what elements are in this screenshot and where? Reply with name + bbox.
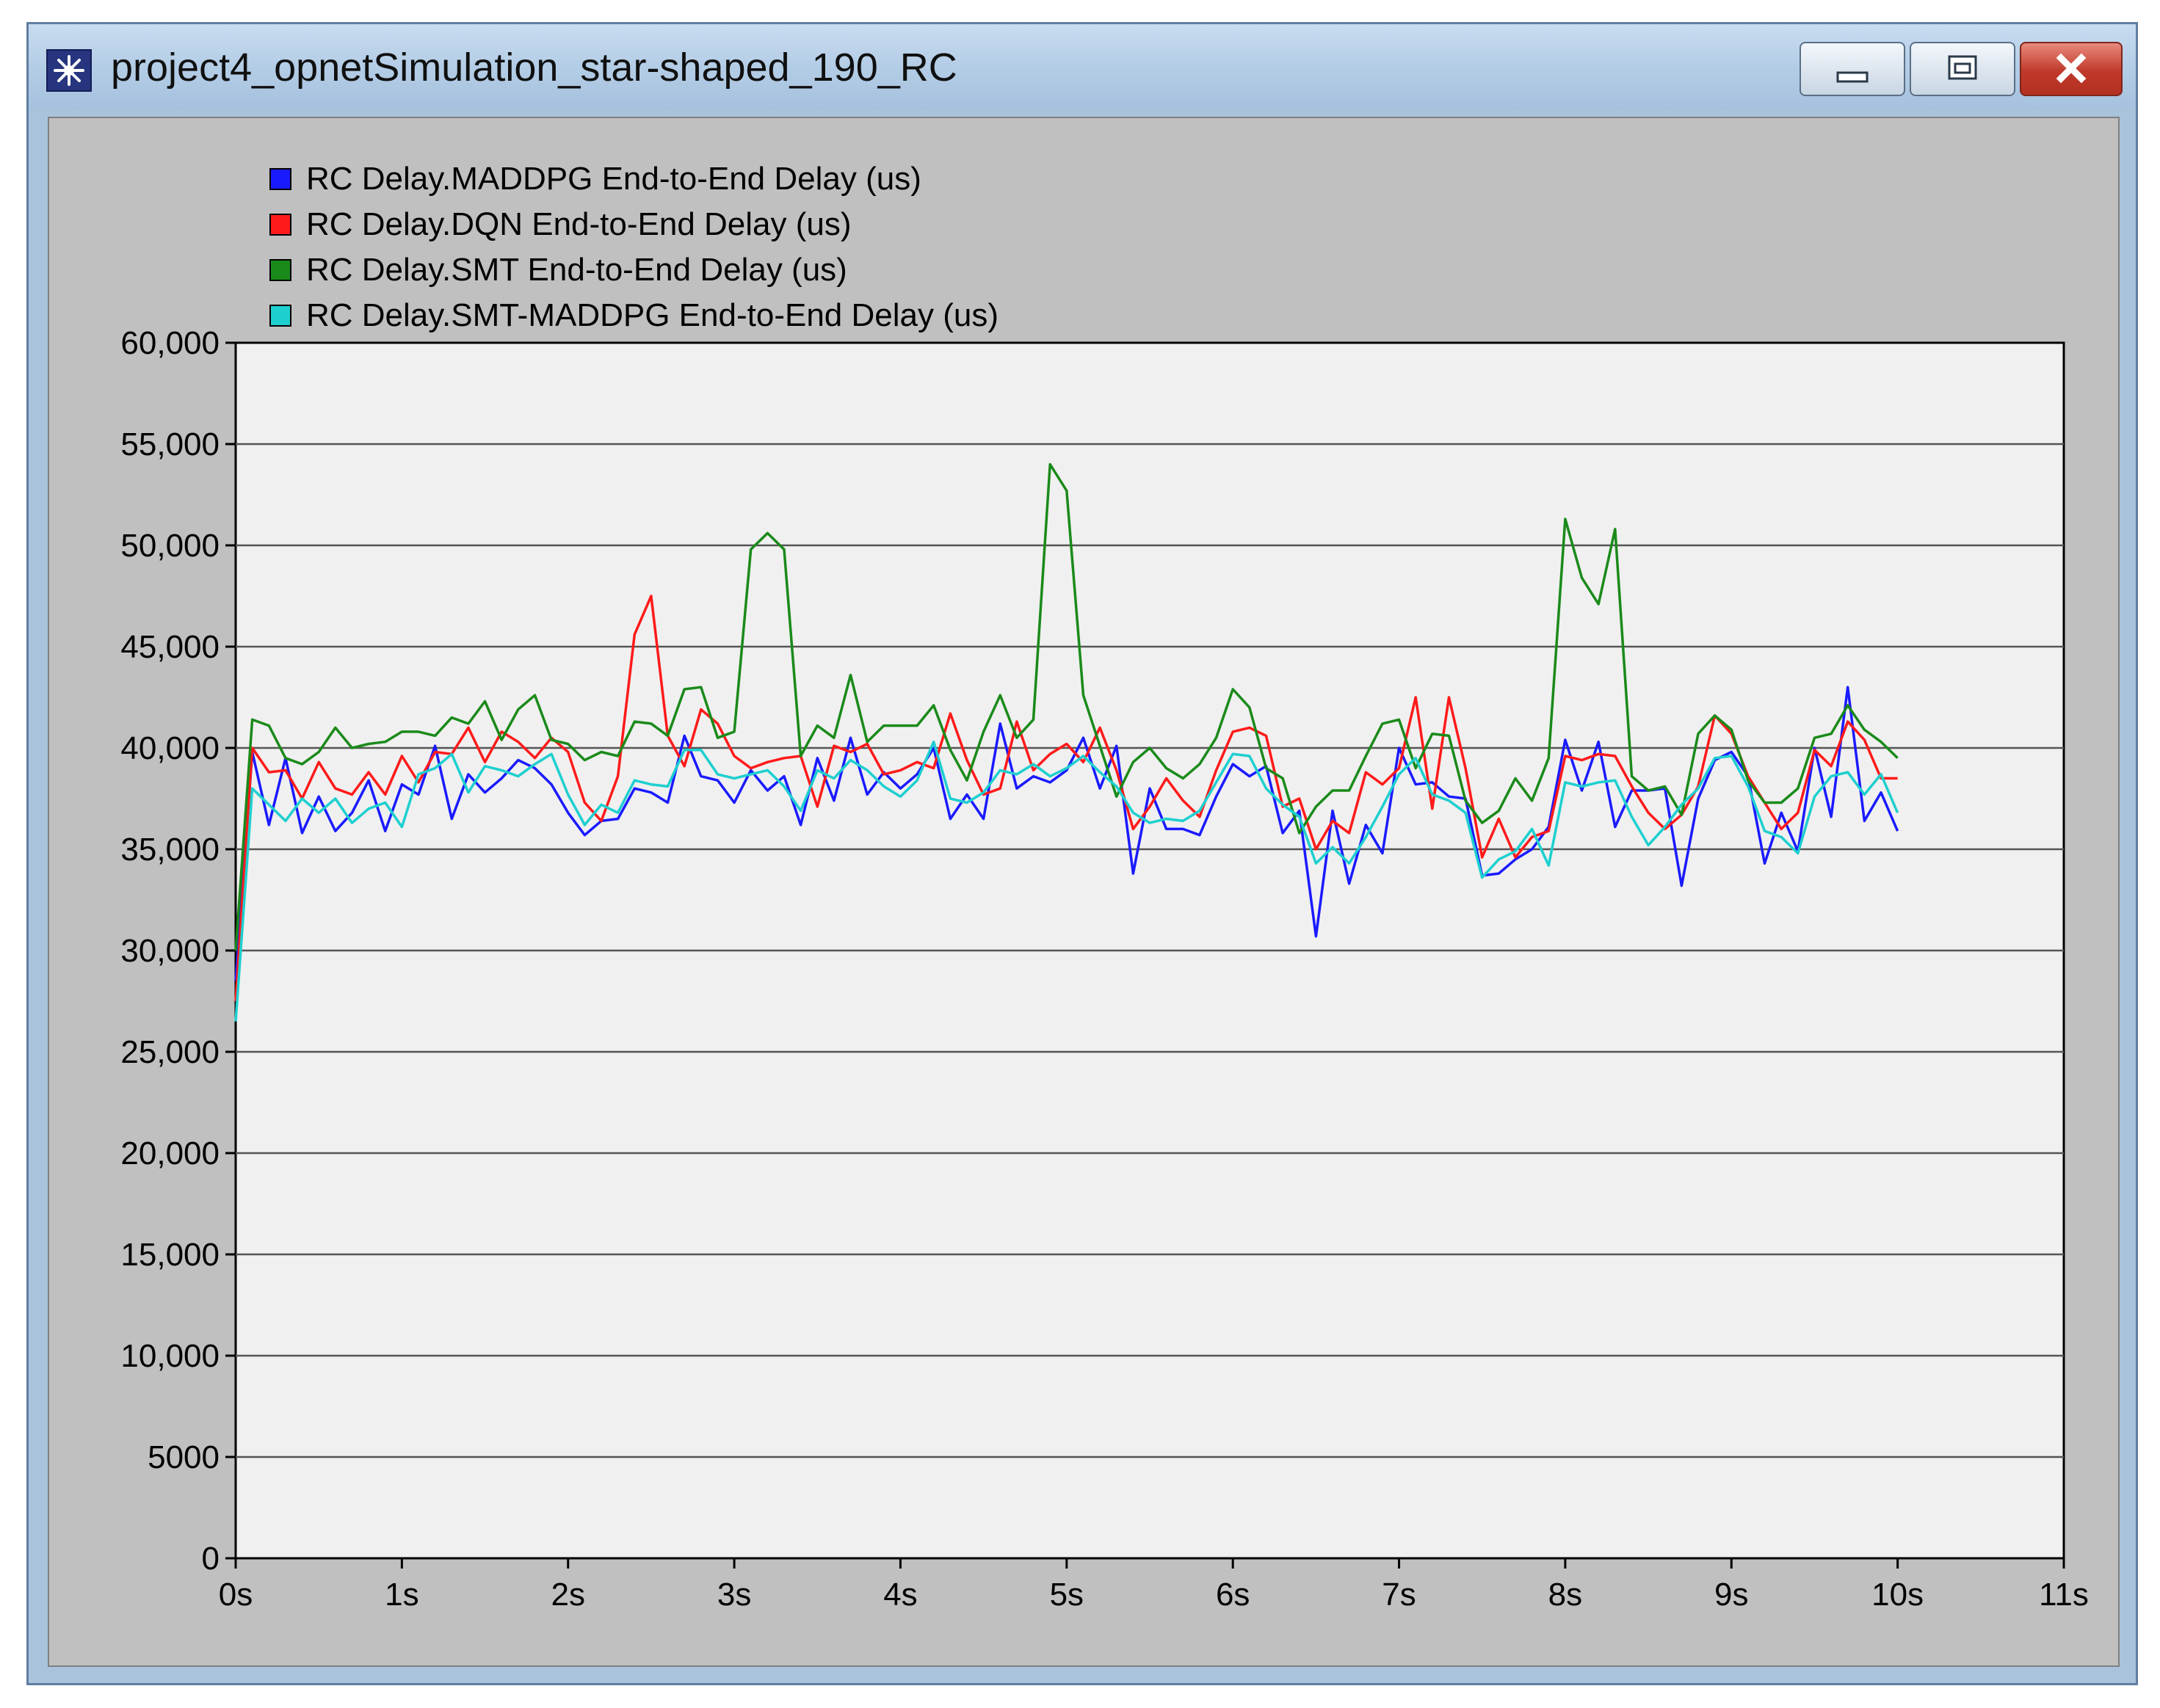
x-tick-label: 3s — [717, 1577, 751, 1613]
restore-icon — [1948, 55, 1977, 80]
x-tick-label: 4s — [883, 1577, 917, 1613]
maximize-button[interactable] — [1910, 42, 2015, 96]
y-tick-label: 20,000 — [120, 1135, 220, 1171]
legend-item-maddpg: RC Delay.MADDPG End-to-End Delay (us) — [269, 161, 921, 197]
x-tick-label: 5s — [1050, 1577, 1084, 1613]
y-tick-label: 55,000 — [120, 426, 220, 462]
x-tick-label: 0s — [219, 1577, 253, 1613]
series-line-0 — [234, 686, 1899, 981]
y-tick-label: 60,000 — [120, 325, 220, 361]
app-window: project4_opnetSimulation_star-shaped_190… — [26, 22, 2138, 1685]
y-tick-label: 45,000 — [120, 629, 220, 665]
legend-item-smt: RC Delay.SMT End-to-End Delay (us) — [269, 252, 847, 288]
x-tick-label: 7s — [1382, 1577, 1416, 1613]
y-tick-label: 50,000 — [120, 528, 220, 564]
close-icon — [2056, 53, 2087, 84]
series-line-2 — [234, 462, 1899, 951]
legend-label-maddpg: RC Delay.MADDPG End-to-End Delay (us) — [306, 161, 921, 197]
legend-swatch-maddpg — [269, 168, 291, 190]
chart-panel: RC Delay.MADDPG End-to-End Delay (us) RC… — [48, 117, 2120, 1667]
y-tick-label: 30,000 — [120, 933, 220, 969]
legend-swatch-smt-maddpg — [269, 305, 291, 327]
close-button[interactable] — [2020, 42, 2123, 96]
y-tick-label: 10,000 — [120, 1338, 220, 1374]
legend-label-dqn: RC Delay.DQN End-to-End Delay (us) — [306, 206, 852, 242]
y-tick-label: 15,000 — [120, 1237, 220, 1273]
x-tick-label: 9s — [1714, 1577, 1748, 1613]
y-tick-label: 25,000 — [120, 1034, 220, 1070]
window-title: project4_opnetSimulation_star-shaped_190… — [111, 46, 957, 90]
legend-item-smt-maddpg: RC Delay.SMT-MADDPG End-to-End Delay (us… — [269, 297, 999, 334]
x-tick-label: 8s — [1548, 1577, 1582, 1613]
x-tick-label: 11s — [2039, 1577, 2089, 1613]
minimize-button[interactable] — [1800, 42, 1905, 96]
legend-label-smt-maddpg: RC Delay.SMT-MADDPG End-to-End Delay (us… — [306, 297, 999, 333]
legend-swatch-smt — [269, 259, 291, 281]
y-tick-label: 5000 — [148, 1439, 220, 1475]
minimize-icon — [1836, 71, 1869, 83]
series-line-3 — [234, 740, 1899, 1022]
y-tick-label: 35,000 — [120, 832, 220, 868]
x-tick-label: 1s — [385, 1577, 418, 1613]
x-tick-label: 2s — [551, 1577, 584, 1613]
x-tick-label: 10s — [1871, 1577, 1924, 1613]
line-chart: 0 5000 10,000 15,000 20,000 25,000 30,000 35,00… — [120, 325, 2089, 1613]
y-tick-label: 40,000 — [120, 730, 220, 766]
y-tick-label: 0 — [202, 1541, 220, 1577]
x-tick-label: 6s — [1216, 1577, 1250, 1613]
title-bar[interactable]: project4_opnetSimulation_star-shaped_190… — [29, 24, 2136, 109]
star-burst-icon[interactable] — [46, 49, 92, 92]
series-line-1 — [234, 595, 1898, 1002]
legend-label-smt: RC Delay.SMT End-to-End Delay (us) — [306, 252, 847, 288]
legend-swatch-dqn — [269, 214, 291, 236]
legend-item-dqn: RC Delay.DQN End-to-End Delay (us) — [269, 206, 852, 243]
